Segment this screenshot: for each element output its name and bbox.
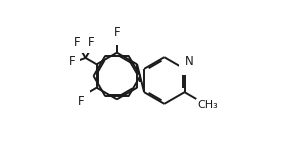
Text: F: F (78, 95, 85, 107)
Text: F: F (73, 36, 80, 48)
Text: N: N (185, 55, 194, 68)
Text: F: F (69, 55, 75, 68)
Text: F: F (88, 36, 94, 48)
Text: F: F (113, 26, 120, 39)
Text: CH₃: CH₃ (197, 100, 218, 110)
